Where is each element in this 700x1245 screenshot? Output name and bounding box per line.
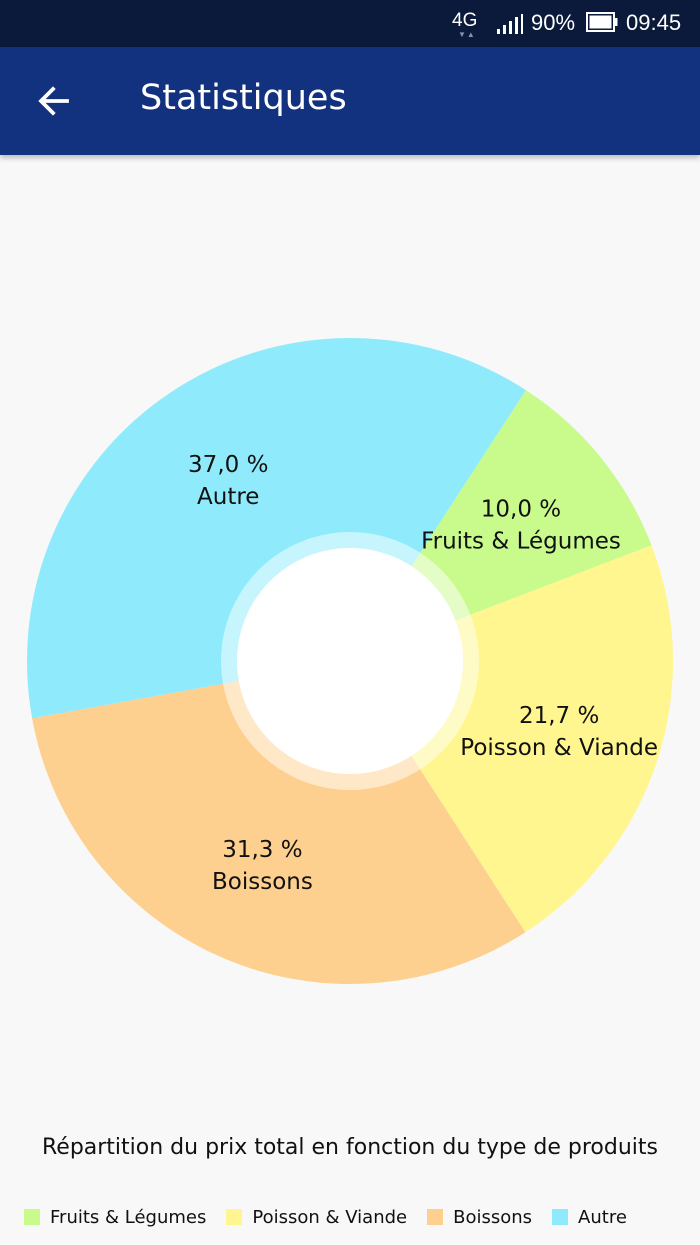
legend-item-poisson-viande[interactable]: Poisson & Viande <box>226 1207 407 1228</box>
slice-category-label: Fruits & Légumes <box>421 529 621 555</box>
status-bar: 4G ▼▲ 90% 09:45 <box>0 0 700 47</box>
inner-ring-boissons <box>223 681 421 790</box>
donut-hole <box>237 548 463 774</box>
slice-value-label: 21,7 % <box>519 703 599 729</box>
legend-label: Fruits & Légumes <box>50 1206 207 1228</box>
slice-category-label: Poisson & Viande <box>460 735 658 761</box>
data-activity-icon: ▼▲ <box>458 30 476 39</box>
legend-label: Poisson & Viande <box>252 1206 408 1228</box>
inner-ring-autre <box>221 532 421 684</box>
legend-swatch <box>552 1209 569 1225</box>
signal-icon <box>497 14 523 34</box>
slice-value-label: 37,0 % <box>188 452 268 478</box>
slice-value-label: 31,3 % <box>222 837 302 863</box>
battery-percentage: 90% <box>531 10 576 35</box>
legend-item-fruits-legumes[interactable]: Fruits & Légumes <box>24 1207 206 1228</box>
donut-chart: 10,0 % Fruits & Légumes 21,7 % Poisson & Vi… <box>27 338 673 984</box>
back-button[interactable] <box>30 77 78 125</box>
legend-label: Boissons <box>453 1206 533 1228</box>
slice-label-poisson-viande: 21,7 % Poisson & Viande <box>460 703 658 761</box>
arrow-left-icon <box>38 86 69 116</box>
slice-label-fruits-legumes: 10,0 % Fruits & Légumes <box>421 497 621 555</box>
legend-label: Autre <box>578 1206 627 1228</box>
slice-label-boissons: 31,3 % Boissons <box>212 837 313 895</box>
clock: 09:45 <box>626 10 682 35</box>
legend-swatch <box>24 1209 40 1225</box>
pie-slice-autre[interactable] <box>27 338 526 719</box>
slice-category-label: Boissons <box>212 869 313 895</box>
battery-icon <box>586 12 618 32</box>
legend-swatch <box>427 1209 444 1225</box>
inner-ring-poisson-viande <box>411 614 479 770</box>
slice-category-label: Autre <box>197 484 259 510</box>
chart-title: Répartition du prix total en fonction du… <box>41 1135 658 1160</box>
page-title: Statistiques <box>140 78 347 118</box>
network-type: 4G <box>452 10 478 31</box>
pie-slice-boissons[interactable] <box>32 681 526 984</box>
chart-legend: Fruits & Légumes Poisson & Viande Boissons… <box>24 1205 647 1229</box>
legend-item-autre[interactable]: Autre <box>552 1207 627 1228</box>
inner-ring-fruits-legumes <box>411 552 471 621</box>
slice-label-autre: 37,0 % Autre <box>188 452 268 510</box>
legend-item-boissons[interactable]: Boissons <box>427 1207 532 1228</box>
app-bar: Statistiques <box>0 47 700 155</box>
slice-value-label: 10,0 % <box>481 497 561 523</box>
pie-slice-fruits-legumes[interactable] <box>411 390 652 621</box>
legend-swatch <box>226 1209 243 1225</box>
